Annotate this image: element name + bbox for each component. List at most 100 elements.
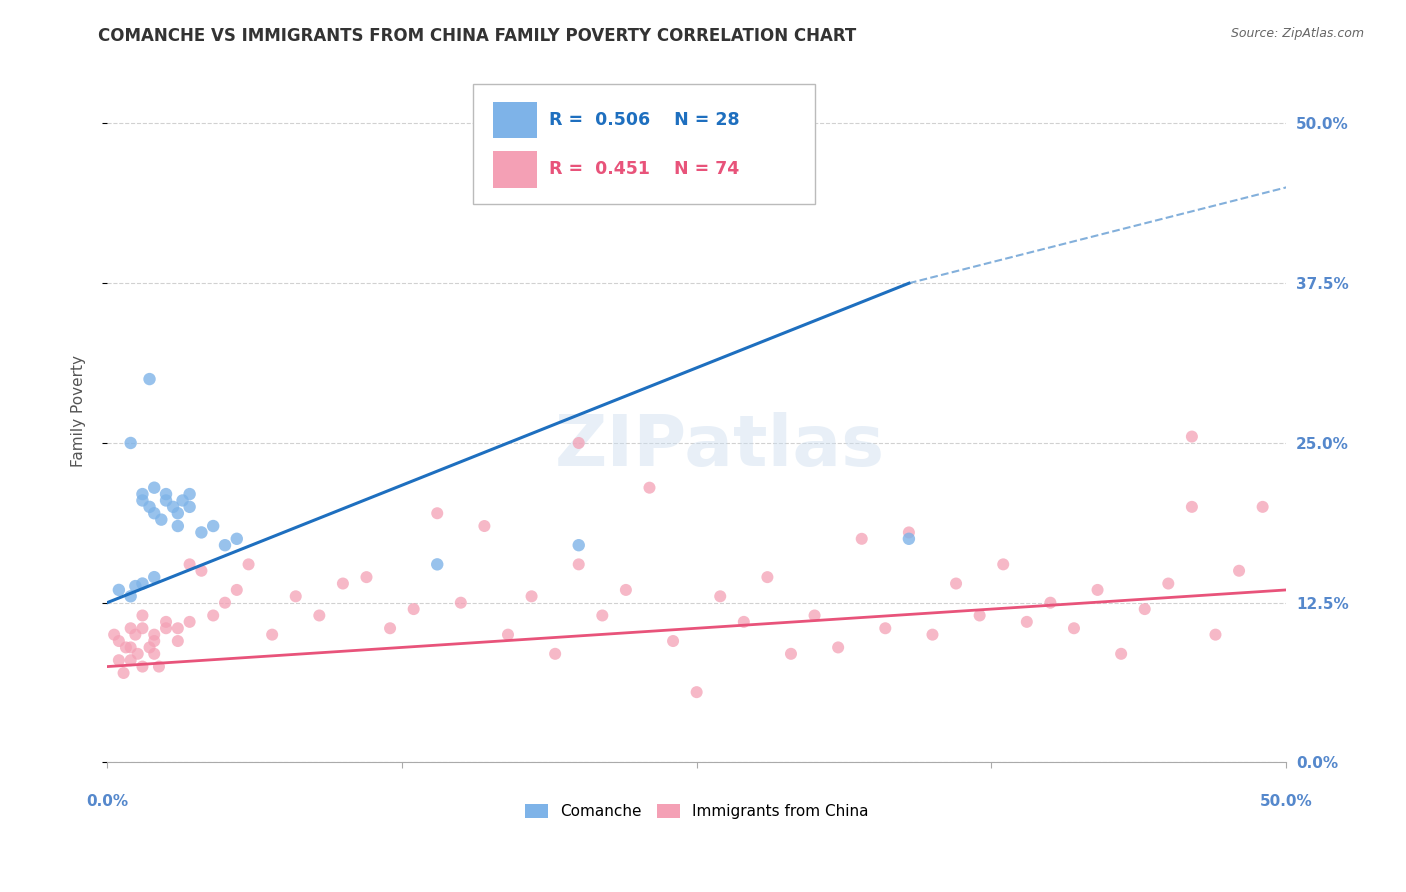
Point bbox=[426, 506, 449, 520]
Point bbox=[638, 481, 661, 495]
Point bbox=[108, 653, 131, 667]
Point bbox=[120, 640, 142, 655]
Point bbox=[685, 685, 707, 699]
Text: Source: ZipAtlas.com: Source: ZipAtlas.com bbox=[1230, 27, 1364, 40]
Point bbox=[155, 621, 177, 635]
Point bbox=[103, 627, 125, 641]
Point bbox=[1157, 576, 1180, 591]
Point bbox=[143, 481, 166, 495]
Y-axis label: Family Poverty: Family Poverty bbox=[72, 355, 86, 467]
Point bbox=[214, 538, 236, 552]
Point bbox=[131, 493, 153, 508]
Point bbox=[120, 436, 142, 450]
Point bbox=[756, 570, 779, 584]
Point bbox=[897, 532, 920, 546]
Point bbox=[155, 493, 177, 508]
Point bbox=[897, 525, 920, 540]
FancyBboxPatch shape bbox=[472, 84, 814, 203]
Point bbox=[709, 590, 731, 604]
Point bbox=[166, 621, 188, 635]
Point bbox=[120, 621, 142, 635]
Point bbox=[166, 519, 188, 533]
Point bbox=[1251, 500, 1274, 514]
Point bbox=[544, 647, 567, 661]
Point bbox=[1181, 429, 1204, 443]
Point bbox=[332, 576, 354, 591]
Text: 0.0%: 0.0% bbox=[86, 795, 128, 809]
Point bbox=[851, 532, 873, 546]
Point bbox=[1204, 627, 1226, 641]
Point bbox=[124, 579, 146, 593]
Point bbox=[921, 627, 943, 641]
Point bbox=[108, 634, 131, 648]
Point bbox=[969, 608, 991, 623]
Point bbox=[496, 627, 519, 641]
Point bbox=[115, 640, 138, 655]
Point bbox=[1227, 564, 1250, 578]
Point bbox=[520, 590, 543, 604]
Point bbox=[238, 558, 260, 572]
Point bbox=[568, 538, 591, 552]
Point bbox=[108, 582, 131, 597]
Point bbox=[155, 487, 177, 501]
Point bbox=[827, 640, 849, 655]
Point bbox=[378, 621, 401, 635]
Point bbox=[166, 506, 188, 520]
Point bbox=[131, 659, 153, 673]
Point bbox=[614, 582, 637, 597]
Point bbox=[120, 653, 142, 667]
Point bbox=[143, 627, 166, 641]
Point bbox=[112, 665, 135, 680]
Point bbox=[1109, 647, 1132, 661]
Point bbox=[138, 372, 160, 386]
Point bbox=[214, 596, 236, 610]
Legend: Comanche, Immigrants from China: Comanche, Immigrants from China bbox=[519, 797, 875, 825]
Point bbox=[262, 627, 284, 641]
Point bbox=[426, 558, 449, 572]
Point bbox=[568, 558, 591, 572]
Point bbox=[131, 621, 153, 635]
Point bbox=[733, 615, 755, 629]
Point bbox=[179, 500, 201, 514]
Point bbox=[450, 596, 472, 610]
Text: COMANCHE VS IMMIGRANTS FROM CHINA FAMILY POVERTY CORRELATION CHART: COMANCHE VS IMMIGRANTS FROM CHINA FAMILY… bbox=[98, 27, 856, 45]
Bar bbox=[492, 102, 537, 138]
Point bbox=[225, 532, 247, 546]
Point bbox=[131, 487, 153, 501]
Point bbox=[138, 640, 160, 655]
Text: R =  0.451    N = 74: R = 0.451 N = 74 bbox=[550, 161, 740, 178]
Point bbox=[1063, 621, 1085, 635]
Point bbox=[1181, 500, 1204, 514]
Point bbox=[127, 647, 149, 661]
Point bbox=[143, 506, 166, 520]
Point bbox=[172, 493, 194, 508]
Point bbox=[131, 608, 153, 623]
Point bbox=[1015, 615, 1038, 629]
Point bbox=[150, 513, 173, 527]
Point bbox=[179, 558, 201, 572]
Point bbox=[162, 500, 184, 514]
Point bbox=[143, 634, 166, 648]
Point bbox=[179, 615, 201, 629]
Point bbox=[166, 634, 188, 648]
Point bbox=[356, 570, 378, 584]
Point bbox=[190, 564, 212, 578]
Point bbox=[190, 525, 212, 540]
Point bbox=[138, 500, 160, 514]
Point bbox=[155, 615, 177, 629]
Point bbox=[308, 608, 330, 623]
Point bbox=[202, 519, 225, 533]
Point bbox=[662, 634, 685, 648]
Point bbox=[179, 487, 201, 501]
Point bbox=[993, 558, 1015, 572]
Bar bbox=[492, 151, 537, 187]
Point bbox=[225, 582, 247, 597]
Point bbox=[1087, 582, 1109, 597]
Point bbox=[568, 436, 591, 450]
Point bbox=[148, 659, 170, 673]
Text: R =  0.506    N = 28: R = 0.506 N = 28 bbox=[550, 111, 740, 129]
Point bbox=[143, 647, 166, 661]
Point bbox=[474, 519, 496, 533]
Point bbox=[591, 608, 613, 623]
Point bbox=[803, 608, 825, 623]
